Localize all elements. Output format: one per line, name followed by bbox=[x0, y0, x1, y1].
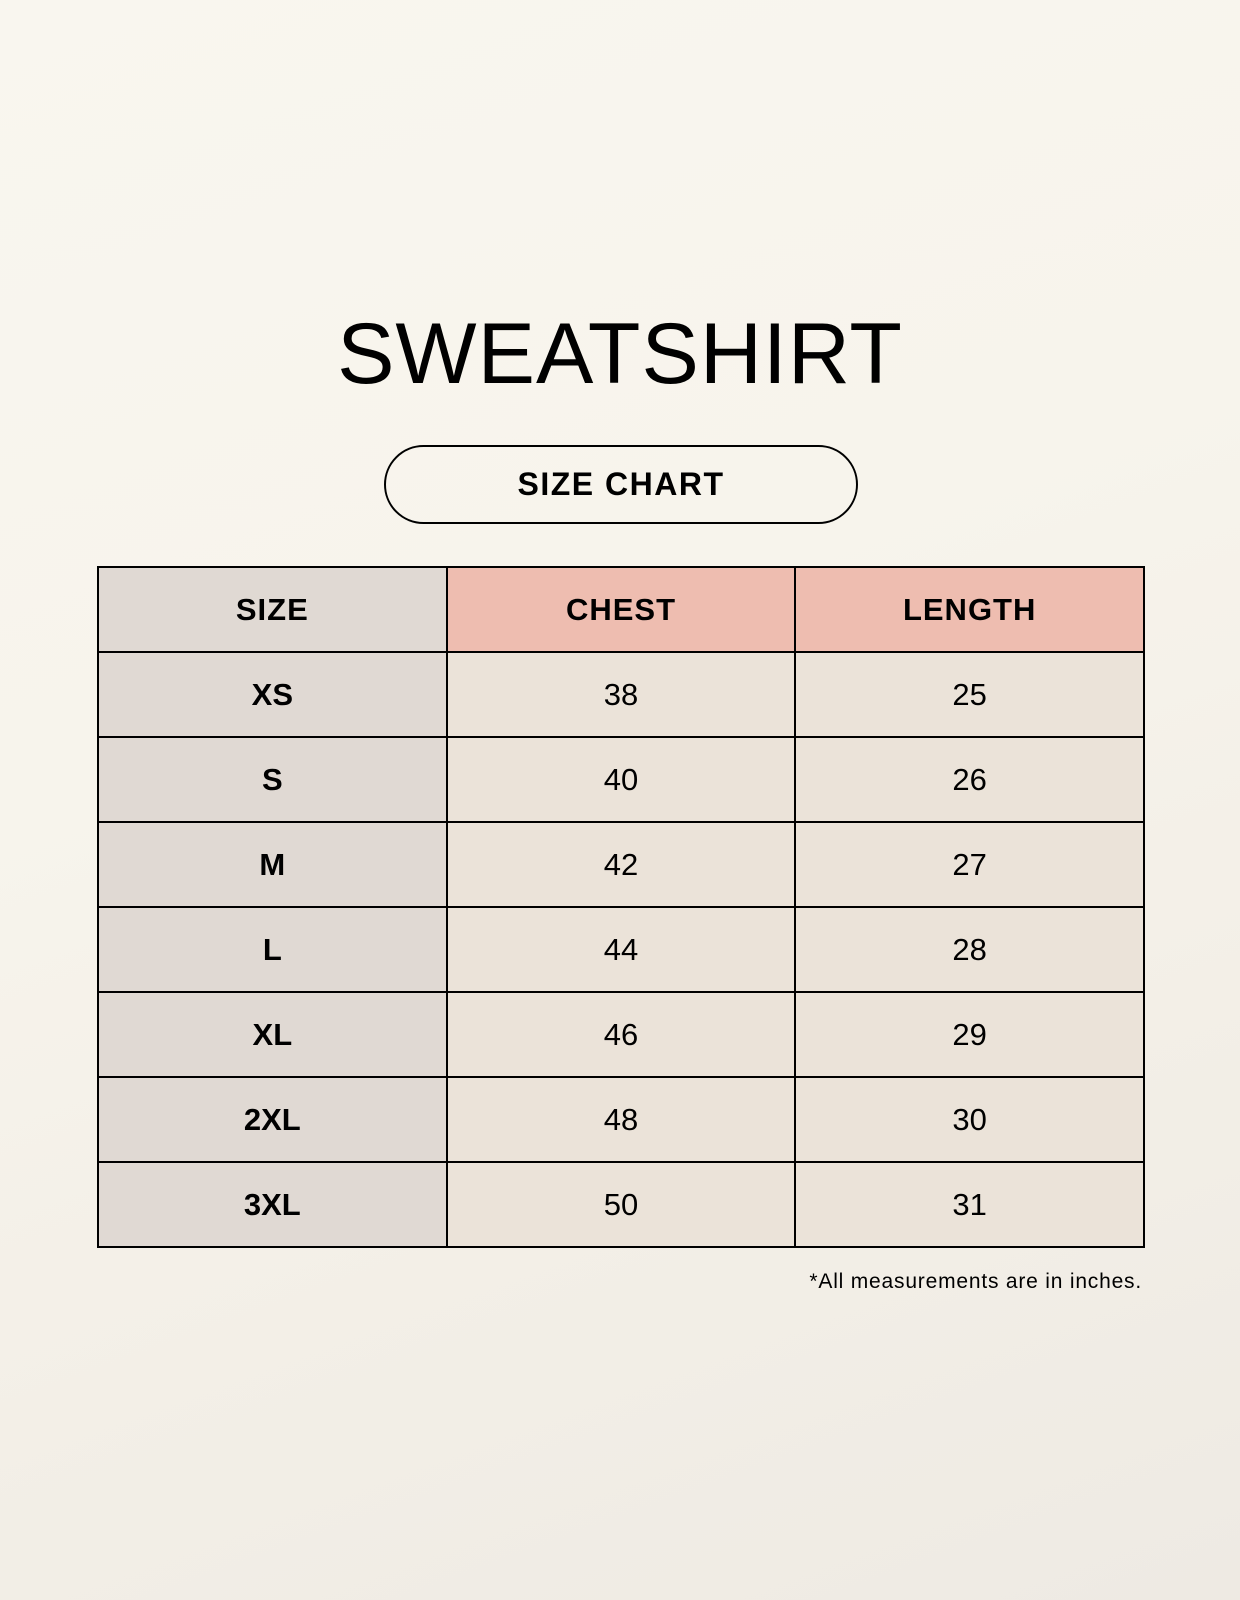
size-cell: 2XL bbox=[97, 1076, 448, 1163]
table-row: S 40 26 bbox=[97, 736, 1145, 823]
length-cell: 29 bbox=[794, 991, 1145, 1078]
table-row: L 44 28 bbox=[97, 906, 1145, 993]
page-title: SWEATSHIRT bbox=[337, 306, 903, 402]
chest-cell: 50 bbox=[445, 1161, 797, 1248]
size-table: SIZE CHEST LENGTH XS 38 25 S 40 26 M 42 27 L 44 28 X… bbox=[97, 566, 1145, 1248]
length-cell: 27 bbox=[794, 821, 1145, 908]
chest-cell: 38 bbox=[445, 651, 797, 738]
size-cell: XL bbox=[97, 991, 448, 1078]
table-header-row: SIZE CHEST LENGTH bbox=[97, 566, 1145, 653]
table-row: 3XL 50 31 bbox=[97, 1161, 1145, 1248]
size-cell: L bbox=[97, 906, 448, 993]
length-cell: 31 bbox=[794, 1161, 1145, 1248]
chest-cell: 40 bbox=[445, 736, 797, 823]
table-row: M 42 27 bbox=[97, 821, 1145, 908]
header-length: LENGTH bbox=[794, 566, 1145, 653]
chest-cell: 44 bbox=[445, 906, 797, 993]
length-cell: 26 bbox=[794, 736, 1145, 823]
size-cell: 3XL bbox=[97, 1161, 448, 1248]
length-cell: 28 bbox=[794, 906, 1145, 993]
length-cell: 30 bbox=[794, 1076, 1145, 1163]
header-chest: CHEST bbox=[445, 566, 797, 653]
footnote: *All measurements are in inches. bbox=[809, 1270, 1142, 1293]
chest-cell: 46 bbox=[445, 991, 797, 1078]
size-cell: M bbox=[97, 821, 448, 908]
table-row: XS 38 25 bbox=[97, 651, 1145, 738]
chest-cell: 42 bbox=[445, 821, 797, 908]
size-cell: XS bbox=[97, 651, 448, 738]
table-row: 2XL 48 30 bbox=[97, 1076, 1145, 1163]
table-row: XL 46 29 bbox=[97, 991, 1145, 1078]
length-cell: 25 bbox=[794, 651, 1145, 738]
size-cell: S bbox=[97, 736, 448, 823]
chest-cell: 48 bbox=[445, 1076, 797, 1163]
header-size: SIZE bbox=[97, 566, 448, 653]
size-chart-badge: SIZE CHART bbox=[384, 445, 858, 524]
